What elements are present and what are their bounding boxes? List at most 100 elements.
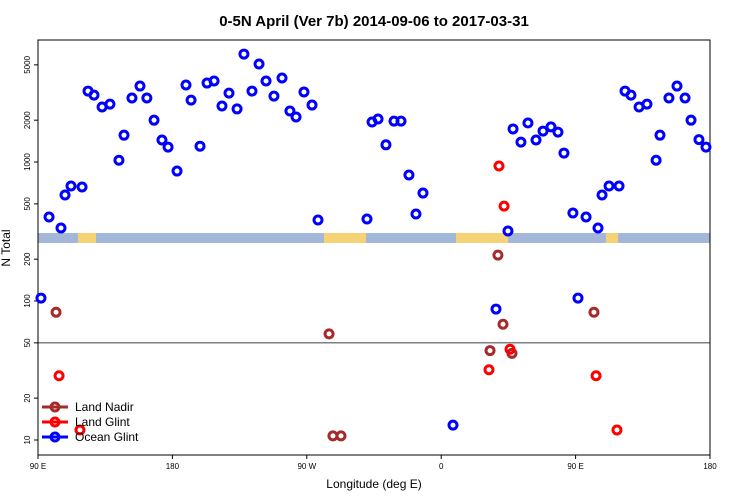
point xyxy=(493,160,505,172)
point xyxy=(603,180,615,192)
point xyxy=(663,92,675,104)
point xyxy=(253,58,265,70)
point xyxy=(134,80,146,92)
point xyxy=(50,306,62,318)
point xyxy=(223,87,235,99)
point xyxy=(654,129,666,141)
point xyxy=(156,134,168,146)
point xyxy=(231,103,243,115)
legend-label: Ocean Glint xyxy=(75,430,139,444)
y-tick-label: 2000 xyxy=(23,111,32,129)
point xyxy=(335,430,347,442)
point xyxy=(312,214,324,226)
land-strip xyxy=(456,233,508,243)
point xyxy=(395,115,407,127)
point xyxy=(284,105,296,117)
point xyxy=(522,117,534,129)
point xyxy=(515,136,527,148)
point xyxy=(380,139,392,151)
point xyxy=(323,328,335,340)
point xyxy=(216,100,228,112)
x-tick-label: 180 xyxy=(703,462,717,471)
point xyxy=(35,292,47,304)
point xyxy=(276,72,288,84)
point xyxy=(567,207,579,219)
point xyxy=(410,208,422,220)
point xyxy=(185,94,197,106)
point xyxy=(372,113,384,125)
point xyxy=(498,200,510,212)
x-tick-label: 90 E xyxy=(567,462,583,471)
point xyxy=(43,211,55,223)
point xyxy=(238,48,250,60)
point xyxy=(298,86,310,98)
point xyxy=(55,222,67,234)
series xyxy=(53,160,623,436)
point xyxy=(268,90,280,102)
point xyxy=(290,111,302,123)
point xyxy=(580,211,592,223)
x-tick-label: 90 W xyxy=(297,462,316,471)
point xyxy=(679,92,691,104)
point xyxy=(490,303,502,315)
point xyxy=(504,343,516,355)
point xyxy=(685,114,697,126)
point xyxy=(611,424,623,436)
y-tick-label: 500 xyxy=(23,197,32,211)
legend-marker xyxy=(49,431,61,443)
point xyxy=(592,222,604,234)
point xyxy=(650,154,662,166)
y-tick-label: 50 xyxy=(23,338,32,347)
legend-label: Land Glint xyxy=(75,415,130,429)
point xyxy=(625,89,637,101)
point xyxy=(65,180,77,192)
point xyxy=(403,169,415,181)
point xyxy=(671,80,683,92)
point xyxy=(497,318,509,330)
point xyxy=(552,126,564,138)
point xyxy=(588,306,600,318)
point xyxy=(141,92,153,104)
point xyxy=(104,98,116,110)
point xyxy=(118,129,130,141)
y-tick-label: 5000 xyxy=(23,55,32,73)
point xyxy=(641,98,653,110)
point xyxy=(700,141,712,153)
land-strip xyxy=(324,233,366,243)
point xyxy=(88,89,100,101)
point xyxy=(483,364,495,376)
point xyxy=(613,180,625,192)
point xyxy=(260,75,272,87)
point xyxy=(693,134,705,146)
point xyxy=(558,147,570,159)
point xyxy=(447,419,459,431)
point xyxy=(530,134,542,146)
y-tick-label: 100 xyxy=(23,294,32,308)
point xyxy=(180,79,192,91)
series xyxy=(35,48,712,431)
point xyxy=(596,189,608,201)
point xyxy=(545,121,557,133)
point xyxy=(502,225,514,237)
y-tick-label: 1000 xyxy=(23,153,32,171)
chart-title: 0-5N April (Ver 7b) 2014-09-06 to 2017-0… xyxy=(219,13,529,30)
legend-marker xyxy=(49,416,61,428)
x-tick-label: 180 xyxy=(166,462,180,471)
map-strip xyxy=(38,233,710,243)
x-axis-label: Longitude (deg E) xyxy=(326,477,421,491)
x-tick-label: 90 E xyxy=(30,462,46,471)
point xyxy=(246,85,258,97)
point xyxy=(59,189,71,201)
point xyxy=(171,165,183,177)
point xyxy=(484,345,496,357)
point xyxy=(361,213,373,225)
y-tick-label: 20 xyxy=(23,393,32,402)
point xyxy=(53,370,65,382)
point xyxy=(507,123,519,135)
point xyxy=(194,140,206,152)
point xyxy=(417,187,429,199)
point xyxy=(492,249,504,261)
legend-marker xyxy=(49,401,61,413)
